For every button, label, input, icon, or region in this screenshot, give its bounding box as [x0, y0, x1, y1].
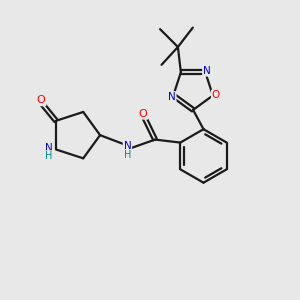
Text: H: H: [124, 150, 131, 160]
Text: N: N: [45, 143, 52, 153]
Text: O: O: [37, 95, 46, 105]
Text: N: N: [203, 66, 211, 76]
Text: N: N: [124, 141, 131, 151]
Text: N: N: [168, 92, 176, 102]
Text: O: O: [139, 109, 148, 119]
Text: H: H: [45, 151, 52, 161]
Text: O: O: [212, 91, 220, 100]
